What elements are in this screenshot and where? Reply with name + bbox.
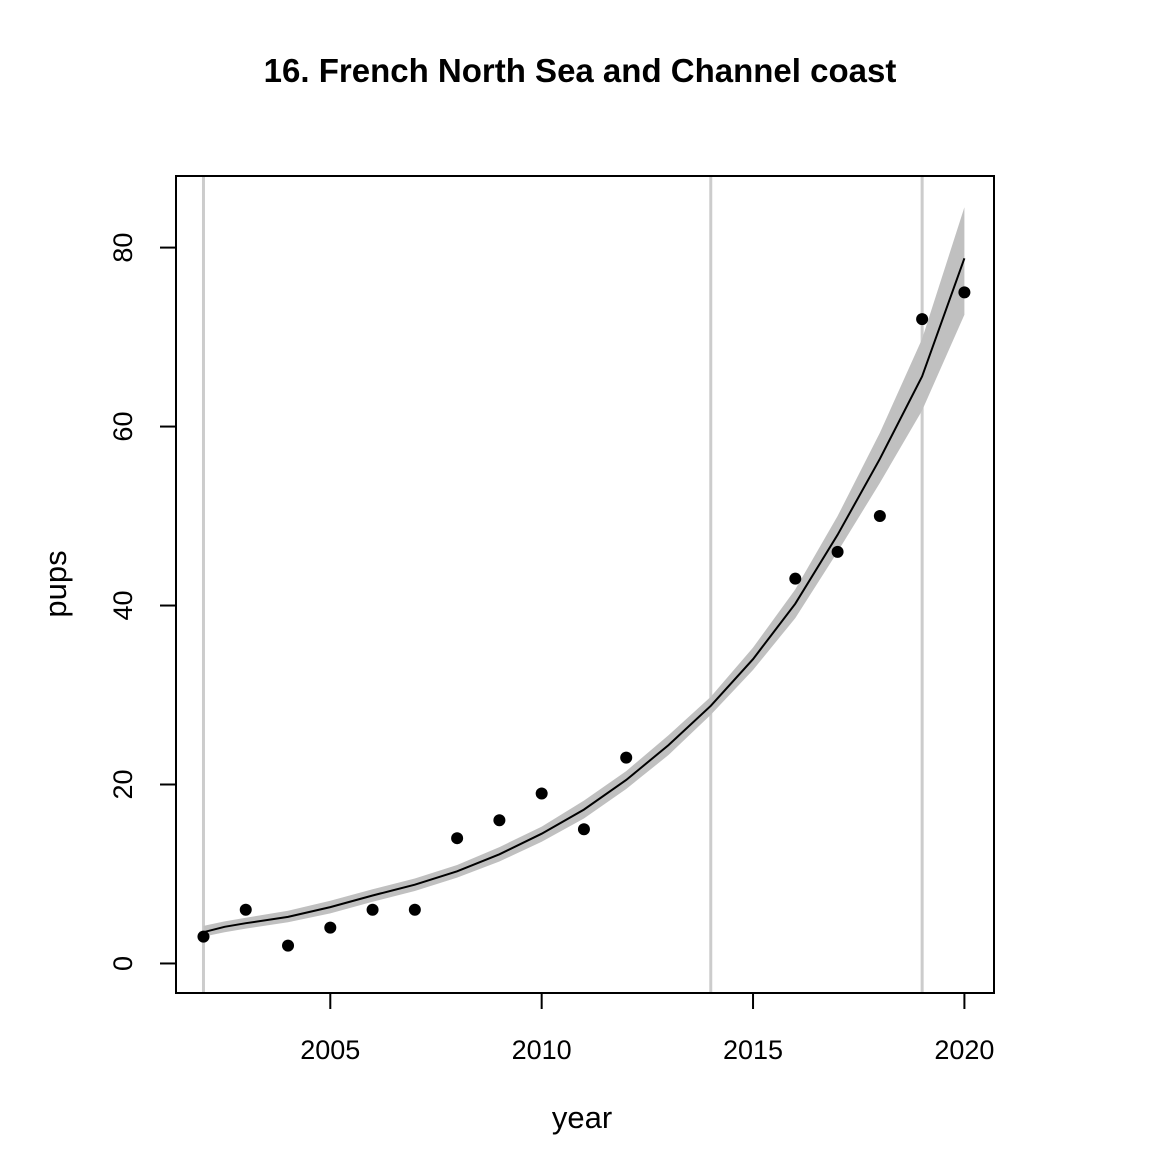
data-point — [282, 939, 295, 952]
x-tick-label: 2010 — [512, 1035, 572, 1065]
data-point — [916, 313, 929, 326]
y-axis-label: pups — [38, 550, 73, 617]
x-tick-label: 2020 — [934, 1035, 994, 1065]
data-point — [366, 903, 379, 916]
y-tick-label: 80 — [108, 233, 138, 263]
y-tick-label: 60 — [108, 412, 138, 442]
data-point — [577, 823, 590, 836]
data-point — [493, 814, 506, 827]
y-tick-label: 20 — [108, 769, 138, 799]
x-axis: 2005 2010 2015 2020 — [300, 992, 994, 1065]
plot-area — [197, 176, 971, 993]
data-point — [789, 572, 802, 585]
data-point — [324, 921, 337, 934]
x-tick-label: 2015 — [723, 1035, 783, 1065]
data-point — [535, 787, 548, 800]
y-tick-label: 0 — [108, 956, 138, 971]
x-tick-label: 2005 — [300, 1035, 360, 1065]
data-point — [620, 751, 633, 764]
plot-frame — [175, 175, 995, 994]
data-point — [408, 903, 421, 916]
data-point — [197, 930, 210, 943]
confidence-band — [203, 207, 965, 937]
data-point — [831, 545, 844, 558]
data-point — [873, 510, 886, 523]
data-point — [451, 832, 464, 845]
data-point — [958, 286, 971, 299]
y-axis: 0 20 40 60 80 — [108, 233, 177, 971]
y-tick-label: 40 — [108, 591, 138, 621]
x-axis-label: year — [552, 1100, 612, 1135]
data-point — [239, 903, 252, 916]
chart-title: 16. French North Sea and Channel coast — [264, 52, 897, 89]
fit-line — [203, 257, 966, 934]
